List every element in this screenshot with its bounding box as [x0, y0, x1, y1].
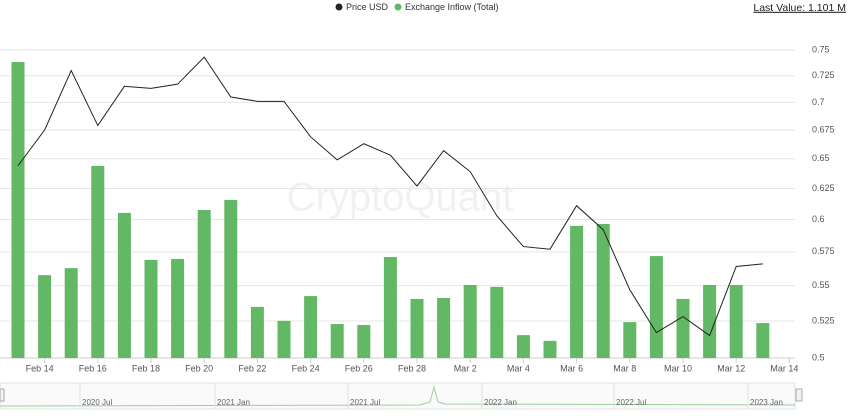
y2-tick-label: 0.5: [812, 352, 825, 362]
bar: [250, 306, 264, 358]
bar: [676, 298, 690, 358]
last-value[interactable]: Last Value: 1.101 M: [753, 2, 846, 14]
navigator-label: 2021 Jan: [217, 398, 250, 407]
navigator-label: 2022 Jan: [484, 398, 517, 407]
navigator-label: 2021 Jul: [350, 398, 380, 407]
bar: [357, 324, 371, 358]
bar: [543, 340, 557, 358]
bar: [304, 296, 318, 358]
plot: [0, 49, 795, 363]
bar: [463, 284, 477, 358]
legend-label: Exchange Inflow (Total): [405, 2, 499, 12]
navigator-label: 2023 Jan: [750, 398, 783, 407]
bar: [596, 224, 610, 358]
x-tick-label: Mar 2: [454, 363, 477, 373]
x-tick-label: Feb 14: [26, 363, 54, 373]
x-tick-label: Mar 12: [717, 363, 745, 373]
line: [17, 56, 763, 337]
y2-tick-label: 0.65: [812, 153, 830, 163]
watermark: CryptoQuant: [287, 176, 514, 220]
x-tick-label: Mar 14: [770, 363, 798, 373]
bar: [38, 275, 52, 358]
y2-tick-label: 0.55: [812, 280, 830, 290]
bar: [224, 199, 238, 358]
navigator-handle[interactable]: [0, 388, 5, 402]
x-tick-label: Feb 20: [185, 363, 213, 373]
legend-label: Price USD: [346, 2, 389, 12]
bar: [277, 320, 291, 358]
x-tick-label: Mar 10: [664, 363, 692, 373]
bar: [383, 257, 397, 358]
bar: [490, 286, 504, 358]
navigator-handle[interactable]: [795, 388, 803, 402]
bar: [330, 324, 344, 358]
x-tick-label: Mar 8: [613, 363, 636, 373]
bar: [144, 259, 158, 358]
bar: [64, 268, 78, 358]
bar: [516, 335, 530, 358]
bar: [729, 284, 743, 358]
y2-tick-label: 0.575: [812, 246, 835, 256]
bar: [649, 256, 663, 358]
bar: [171, 258, 185, 358]
bar: [437, 297, 451, 358]
navigator-label: 2020 Jul: [82, 398, 112, 407]
x-tick-label: Feb 28: [398, 363, 426, 373]
legend: Price USD Exchange Inflow (Total): [335, 2, 499, 12]
y2-tick-label: 0.7: [812, 97, 825, 107]
x-tick-label: Feb 26: [345, 363, 373, 373]
x-tick-label: Mar 4: [507, 363, 530, 373]
bar: [11, 62, 25, 358]
x-tick-label: Feb 16: [79, 363, 107, 373]
y2-tick-label: 0.625: [812, 183, 835, 193]
x-tick-label: Feb 18: [132, 363, 160, 373]
y2-tick-label: 0.675: [812, 124, 835, 134]
bar: [703, 284, 717, 358]
bar: [756, 323, 770, 358]
legend-swatch: [394, 3, 402, 11]
y2-tick-label: 0.525: [812, 315, 835, 325]
y2-tick-label: 0.6: [812, 214, 825, 224]
navigator: [0, 382, 803, 410]
bar: [410, 298, 424, 358]
bar: [91, 165, 105, 358]
x-tick-label: Feb 24: [292, 363, 320, 373]
x-tick-label: Mar 6: [560, 363, 583, 373]
bar: [623, 322, 637, 358]
legend-swatch: [335, 3, 343, 11]
y2-tick-label: 0.725: [812, 70, 835, 80]
bar: [570, 225, 584, 358]
bar: [117, 212, 131, 358]
bar: [197, 210, 211, 358]
y2-tick-label: 0.75: [812, 44, 830, 54]
navigator-line: [0, 385, 796, 407]
navigator-label: 2022 Jul: [616, 398, 646, 407]
x-tick-label: Feb 22: [238, 363, 266, 373]
